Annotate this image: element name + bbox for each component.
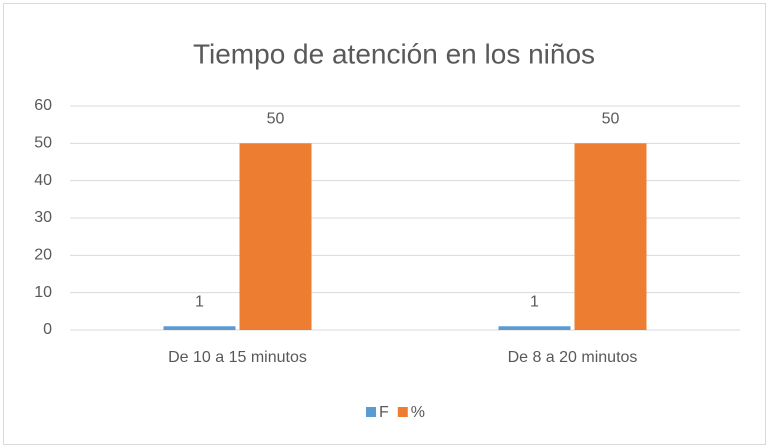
data-label: 1 <box>530 293 539 310</box>
x-tick-label: De 10 a 15 minutos <box>168 349 307 366</box>
data-label: 1 <box>195 293 204 310</box>
x-tick-label: De 8 a 20 minutos <box>508 349 638 366</box>
y-tick-label: 30 <box>34 209 52 226</box>
legend-label: F <box>379 404 389 421</box>
bar <box>498 326 571 330</box>
data-label: 50 <box>602 111 620 128</box>
y-tick-label: 60 <box>34 97 52 114</box>
legend-swatch <box>397 407 408 417</box>
y-tick-label: 0 <box>43 321 52 338</box>
legend-swatch <box>366 407 376 417</box>
data-label: 50 <box>267 111 285 128</box>
legend-label: % <box>411 404 425 421</box>
bar <box>163 326 236 330</box>
y-tick-label: 20 <box>34 247 52 264</box>
bar <box>574 143 647 330</box>
y-tick-label: 50 <box>34 135 52 152</box>
chart-title: Tiempo de atención en los niños <box>193 38 595 69</box>
y-tick-label: 40 <box>34 172 52 189</box>
chart-border <box>3 3 766 445</box>
y-tick-label: 10 <box>34 284 52 301</box>
bar <box>239 143 312 330</box>
